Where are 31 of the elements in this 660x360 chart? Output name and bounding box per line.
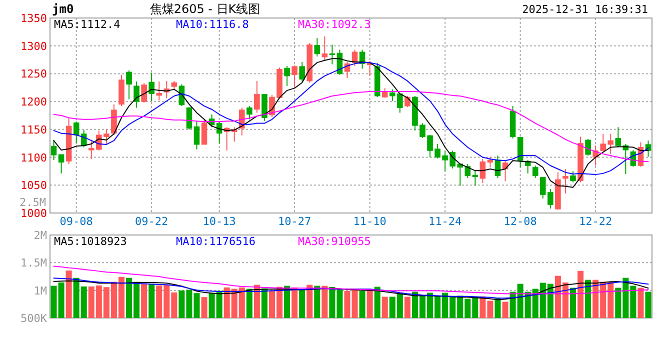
- x-tick-label: 11-10: [353, 215, 386, 228]
- x-tick-label: 09-22: [135, 215, 168, 228]
- text: 2.5M: [20, 196, 46, 209]
- y-tick-label: 1300: [20, 40, 47, 53]
- x-tick-label: 10-13: [202, 215, 236, 228]
- y-tick-label: 1050: [20, 179, 47, 192]
- y-tick-label: 1100: [20, 151, 47, 164]
- text: MA30:1092.3: [298, 18, 371, 31]
- y-tick-label: 1150: [20, 123, 47, 136]
- y-tick-label: 1200: [20, 96, 47, 109]
- text: MA30:910955: [298, 235, 371, 248]
- x-tick-label: 09-08: [60, 215, 93, 228]
- x-tick-label: 12-08: [504, 215, 537, 228]
- line-series: [53, 266, 649, 294]
- x-tick-label: 10-27: [278, 215, 312, 228]
- text: MA10:1176516: [176, 235, 256, 248]
- y-tick-label: 1000: [20, 207, 47, 220]
- text: jm0: [52, 2, 74, 16]
- y-tick-label: 500K: [20, 312, 48, 325]
- text: 2025-12-31 16:39:31: [522, 3, 648, 16]
- x-tick-label: 12-22: [579, 215, 612, 228]
- chart-title: 焦煤2605 - 日K线图: [150, 2, 260, 16]
- text: MA10:1116.8: [176, 18, 249, 31]
- y-tick-label: 2M: [34, 229, 48, 242]
- y-tick-label: 1350: [20, 12, 47, 25]
- text: MA5:1112.4: [54, 18, 121, 31]
- text: MA5:1018923: [54, 235, 127, 248]
- x-tick-label: 11-24: [428, 215, 462, 228]
- y-tick-label: 1.5M: [20, 256, 48, 270]
- y-tick-label: 1M: [34, 284, 48, 298]
- y-tick-label: 1250: [20, 68, 47, 81]
